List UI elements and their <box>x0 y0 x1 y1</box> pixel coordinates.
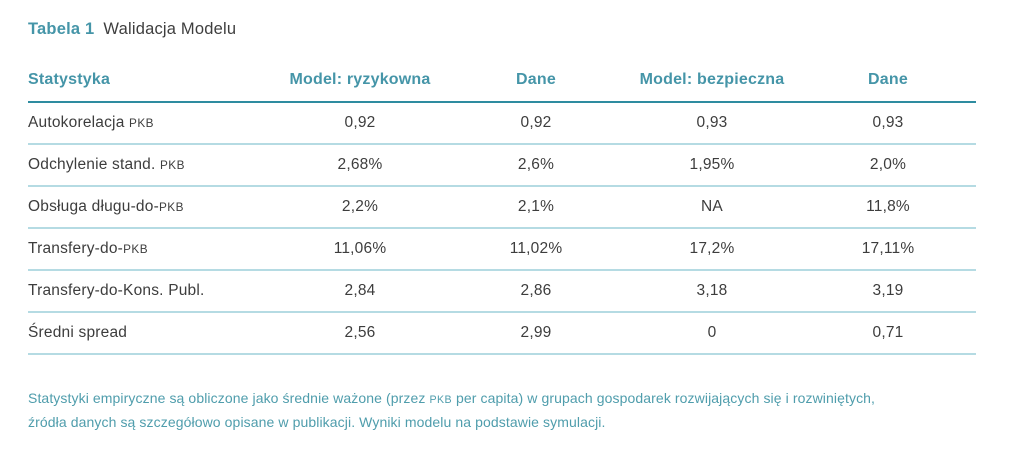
cell-value: 0,93 <box>624 102 800 145</box>
column-header-statystyka: Statystyka <box>28 71 272 103</box>
row-label: Autokorelacja PKB <box>28 102 272 145</box>
table-row: Średni spread 2,56 2,99 0 0,71 <box>28 312 976 355</box>
cell-value: 2,6% <box>448 144 624 187</box>
cell-value: 17,2% <box>624 228 800 271</box>
row-label: Transfery-do-PKB <box>28 228 272 271</box>
table-caption-title: Walidacja Modelu <box>103 20 237 38</box>
column-header-model-bezpieczna: Model: bezpieczna <box>624 71 800 103</box>
cell-value: 0,93 <box>800 102 976 145</box>
cell-value: 0 <box>624 312 800 355</box>
cell-value: 3,18 <box>624 270 800 313</box>
row-label: Transfery-do-Kons. Publ. <box>28 270 272 313</box>
footnote-line-2: źródła danych są szczegółowo opisane w p… <box>28 414 606 430</box>
cell-value: 0,71 <box>800 312 976 355</box>
cell-value: NA <box>624 186 800 229</box>
table-row: Autokorelacja PKB 0,92 0,92 0,93 0,93 <box>28 102 976 145</box>
table-row: Transfery-do-PKB 11,06% 11,02% 17,2% 17,… <box>28 228 976 271</box>
table-footnote: Statystyki empiryczne są obliczone jako … <box>28 387 975 433</box>
column-header-dane-2: Dane <box>800 71 976 103</box>
cell-value: 0,92 <box>272 102 448 145</box>
cell-value: 11,02% <box>448 228 624 271</box>
cell-value: 2,86 <box>448 270 624 313</box>
validation-table: Statystyka Model: ryzykowna Dane Model: … <box>28 71 976 355</box>
row-label: Średni spread <box>28 312 272 355</box>
row-label: Obsługa długu-do-PKB <box>28 186 272 229</box>
cell-value: 2,84 <box>272 270 448 313</box>
table-row: Transfery-do-Kons. Publ. 2,84 2,86 3,18 … <box>28 270 976 313</box>
cell-value: 1,95% <box>624 144 800 187</box>
cell-value: 17,11% <box>800 228 976 271</box>
cell-value: 11,06% <box>272 228 448 271</box>
row-label: Odchylenie stand. PKB <box>28 144 272 187</box>
cell-value: 2,0% <box>800 144 976 187</box>
cell-value: 2,2% <box>272 186 448 229</box>
table-header-row: Statystyka Model: ryzykowna Dane Model: … <box>28 71 976 103</box>
table-body: Autokorelacja PKB 0,92 0,92 0,93 0,93 Od… <box>28 102 976 355</box>
table-row: Odchylenie stand. PKB 2,68% 2,6% 1,95% 2… <box>28 144 976 187</box>
footnote-line-1: Statystyki empiryczne są obliczone jako … <box>28 390 876 406</box>
cell-value: 2,68% <box>272 144 448 187</box>
table-row: Obsługa długu-do-PKB 2,2% 2,1% NA 11,8% <box>28 186 976 229</box>
cell-value: 2,56 <box>272 312 448 355</box>
cell-value: 2,99 <box>448 312 624 355</box>
table-caption-label: Tabela 1 <box>28 20 95 38</box>
cell-value: 2,1% <box>448 186 624 229</box>
column-header-dane-1: Dane <box>448 71 624 103</box>
cell-value: 3,19 <box>800 270 976 313</box>
column-header-model-ryzykowna: Model: ryzykowna <box>272 71 448 103</box>
table-caption: Tabela 1 Walidacja Modelu <box>28 20 1024 39</box>
cell-value: 11,8% <box>800 186 976 229</box>
cell-value: 0,92 <box>448 102 624 145</box>
